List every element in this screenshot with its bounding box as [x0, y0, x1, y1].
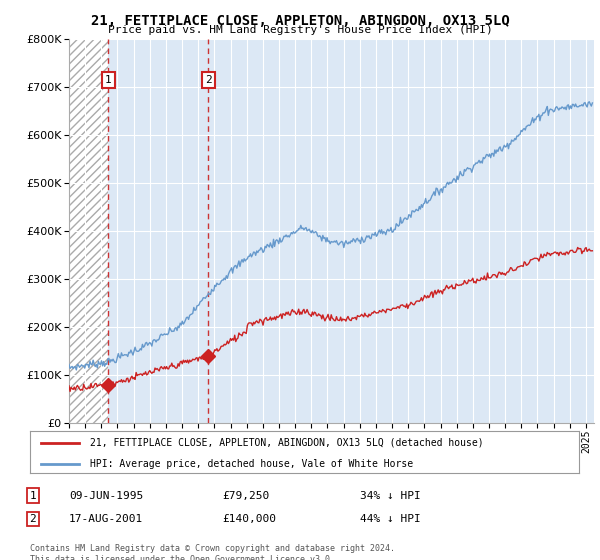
Bar: [109, 39, 208, 423]
Text: Contains HM Land Registry data © Crown copyright and database right 2024.
This d: Contains HM Land Registry data © Crown c…: [30, 544, 395, 560]
Text: £140,000: £140,000: [222, 514, 276, 524]
Text: 17-AUG-2001: 17-AUG-2001: [69, 514, 143, 524]
Text: £79,250: £79,250: [222, 491, 269, 501]
Text: 2: 2: [29, 514, 37, 524]
Text: 1: 1: [29, 491, 37, 501]
Text: 2: 2: [205, 75, 212, 85]
Text: 44% ↓ HPI: 44% ↓ HPI: [360, 514, 421, 524]
Text: HPI: Average price, detached house, Vale of White Horse: HPI: Average price, detached house, Vale…: [91, 459, 413, 469]
Bar: [69, 39, 109, 423]
Text: 09-JUN-1995: 09-JUN-1995: [69, 491, 143, 501]
Bar: [69, 39, 109, 423]
Text: Price paid vs. HM Land Registry's House Price Index (HPI): Price paid vs. HM Land Registry's House …: [107, 25, 493, 35]
Text: 21, FETTIPLACE CLOSE, APPLETON, ABINGDON, OX13 5LQ: 21, FETTIPLACE CLOSE, APPLETON, ABINGDON…: [91, 14, 509, 28]
Text: 21, FETTIPLACE CLOSE, APPLETON, ABINGDON, OX13 5LQ (detached house): 21, FETTIPLACE CLOSE, APPLETON, ABINGDON…: [91, 438, 484, 448]
Text: 34% ↓ HPI: 34% ↓ HPI: [360, 491, 421, 501]
Text: 1: 1: [105, 75, 112, 85]
